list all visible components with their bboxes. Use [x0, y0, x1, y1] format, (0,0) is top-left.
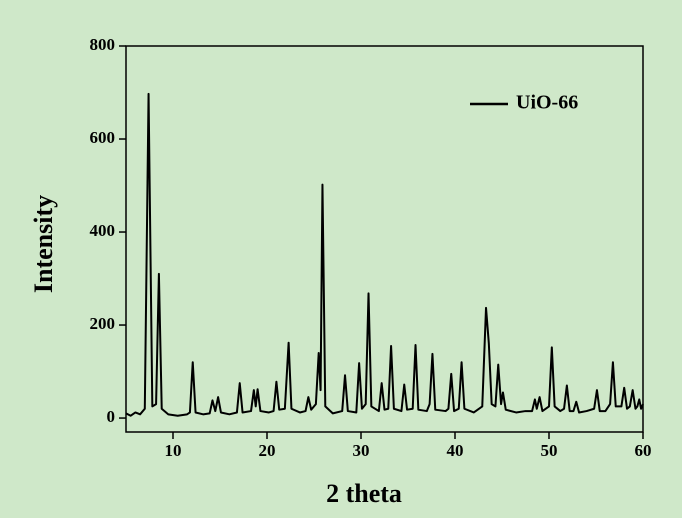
y-tick-label: 200	[90, 314, 116, 333]
x-tick-label: 10	[165, 441, 182, 460]
x-tick-label: 20	[259, 441, 276, 460]
y-tick-label: 800	[90, 35, 116, 54]
data-line	[125, 92, 644, 417]
y-tick-label: 400	[90, 221, 116, 240]
y-tick-label: 0	[107, 407, 116, 426]
x-axis-label: 2 theta	[326, 479, 402, 508]
x-tick-label: 60	[635, 441, 652, 460]
legend-label: UiO-66	[516, 92, 578, 114]
y-tick-label: 600	[90, 128, 116, 147]
x-tick-label: 50	[541, 441, 558, 460]
x-tick-label: 40	[447, 441, 464, 460]
x-tick-label: 30	[353, 441, 370, 460]
plot-frame	[125, 45, 644, 433]
y-axis-label: Intensity	[29, 195, 58, 293]
